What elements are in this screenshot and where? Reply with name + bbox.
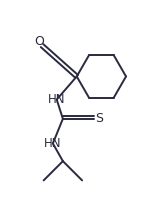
Text: S: S bbox=[95, 112, 103, 125]
Text: HN: HN bbox=[44, 137, 61, 150]
Text: O: O bbox=[34, 35, 44, 48]
Text: HN: HN bbox=[47, 93, 65, 106]
